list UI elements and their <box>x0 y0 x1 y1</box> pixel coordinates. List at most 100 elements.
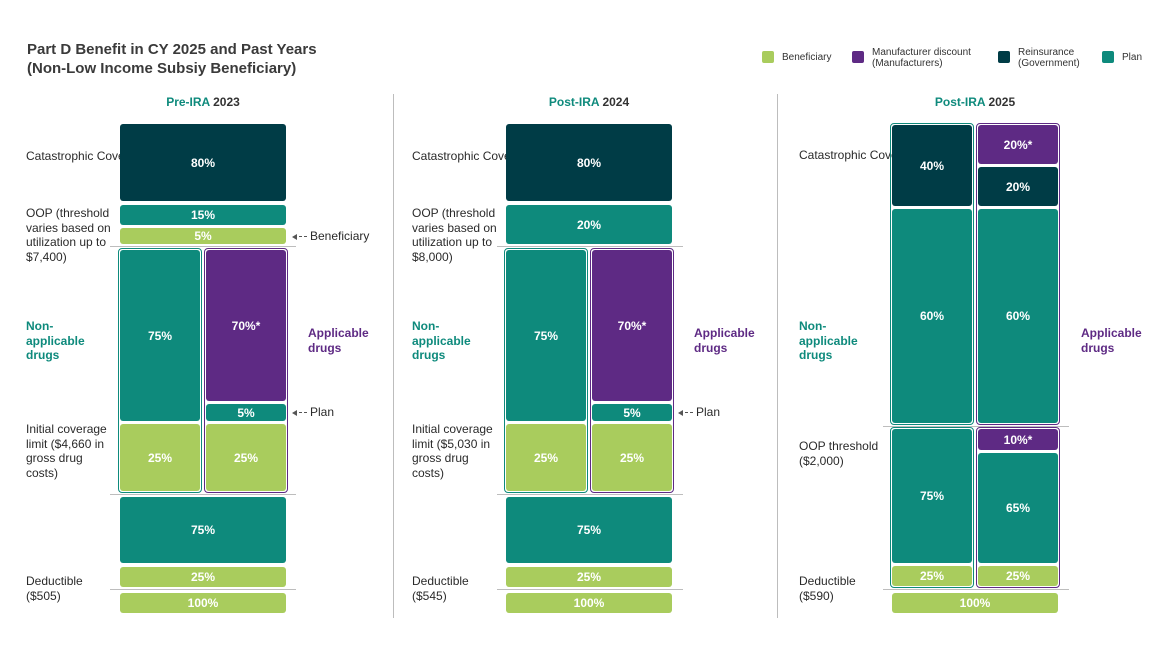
label-oop-2023: OOP (threshold varies based on utilizati… <box>26 206 111 264</box>
tier-rule <box>883 589 1069 590</box>
panel-title-year: 2023 <box>213 95 240 109</box>
bar-2025-nonapp-reinsurance-40: 40% <box>892 125 972 206</box>
label-initial-2024: Initial coverage limit ($5,030 in gross … <box>412 422 493 480</box>
legend-item-plan: Plan <box>1102 47 1142 63</box>
bar-2024-plan-20: 20% <box>506 205 672 244</box>
bar-2023-plan-75: 75% <box>120 497 286 563</box>
label-deductible-2023: Deductible ($505) <box>26 574 83 603</box>
tier-rule <box>497 246 683 247</box>
legend-swatch-beneficiary <box>762 51 774 63</box>
bar-2025-beneficiary-100: 100% <box>892 593 1058 613</box>
arrow-line <box>299 236 307 238</box>
annotation-beneficiary-text: Beneficiary <box>310 229 370 243</box>
legend-label-manufacturer-line1: Manufacturer discount <box>872 47 971 58</box>
bar-2023-beneficiary-5: 5% <box>120 228 286 244</box>
panel-title-prefix: Post-IRA <box>934 95 986 109</box>
legend-item-reinsurance: Reinsurance (Government) <box>998 47 1080 69</box>
arrow-line <box>685 412 693 414</box>
legend-label-manufacturer: Manufacturer discount (Manufacturers) <box>872 47 971 69</box>
annotation-beneficiary: Beneficiary <box>292 229 369 243</box>
legend-swatch-manufacturer <box>852 51 864 63</box>
bar-2025-app-plan-60: 60% <box>978 209 1058 423</box>
bar-2023-nonapp-beneficiary-25: 25% <box>120 424 200 491</box>
bar-2024-plan-75: 75% <box>506 497 672 563</box>
bar-2025-app-manufacturer-20: 20%* <box>978 125 1058 164</box>
label-catastrophic-2025: Catastrophic Coverage <box>799 148 922 162</box>
panel-title-2024: Post-IRA 2024 <box>489 95 689 109</box>
legend-item-manufacturer: Manufacturer discount (Manufacturers) <box>852 47 971 69</box>
arrow-left-icon <box>292 409 297 416</box>
annotation-plan-text: Plan <box>696 405 721 419</box>
bar-2023-reinsurance-80: 80% <box>120 124 286 201</box>
label-deductible-2025: Deductible ($590) <box>799 574 856 603</box>
bar-2024-app-beneficiary-25: 25% <box>592 424 672 491</box>
legend-label-plan: Plan <box>1122 52 1143 63</box>
label-oop-2024: OOP (threshold varies based on utilizati… <box>412 206 497 264</box>
bar-2025-app-reinsurance-20: 20% <box>978 167 1058 206</box>
tier-rule <box>110 589 296 590</box>
arrow-left-icon <box>678 409 683 416</box>
bar-2024-app-manufacturer-70: 70%* <box>592 250 672 401</box>
panel-divider <box>393 94 394 618</box>
label-initial-2023: Initial coverage limit ($4,660 in gross … <box>26 422 107 480</box>
bar-2023-app-beneficiary-25: 25% <box>206 424 286 491</box>
legend-label-reinsurance: Reinsurance (Government) <box>1018 47 1080 69</box>
tier-rule <box>497 494 683 495</box>
arrow-left-icon <box>292 233 297 240</box>
panel-title-year: 2024 <box>602 95 630 109</box>
legend-label-manufacturer-line2: (Manufacturers) <box>872 58 943 69</box>
bar-2025-nonapp-plan-75: 75% <box>892 429 972 563</box>
chart-title-line1: Part D Benefit in CY 2025 and Past Years <box>27 41 317 58</box>
bar-2024-nonapp-plan-75: 75% <box>506 250 586 421</box>
annotation-plan-2024: Plan <box>678 405 720 419</box>
panel-divider <box>777 94 778 618</box>
bar-2024-beneficiary-25: 25% <box>506 567 672 587</box>
legend-item-beneficiary: Beneficiary <box>762 47 831 63</box>
bar-2024-nonapp-beneficiary-25: 25% <box>506 424 586 491</box>
bar-2024-beneficiary-100: 100% <box>506 593 672 613</box>
panel-title-prefix: Post-IRA <box>548 95 600 109</box>
bar-2024-reinsurance-80: 80% <box>506 124 672 201</box>
bar-2024-app-plan-5: 5% <box>592 404 672 421</box>
chart-title: Part D Benefit in CY 2025 and Past Years… <box>27 40 317 78</box>
group-outline-nonapplicable <box>890 427 974 588</box>
legend-swatch-reinsurance <box>998 51 1010 63</box>
panel-title-prefix: Pre-IRA <box>166 95 210 109</box>
label-nonapplicable-2024: Non-applicable drugs <box>412 319 471 362</box>
bar-2023-beneficiary-100: 100% <box>120 593 286 613</box>
bar-2023-nonapp-plan-75: 75% <box>120 250 200 421</box>
chart-subtitle: (Non-Low Income Subsiy Beneficiary) <box>27 60 297 77</box>
bar-2023-app-manufacturer-70: 70%* <box>206 250 286 401</box>
bar-2023-plan-15: 15% <box>120 205 286 225</box>
bar-2025-app-manufacturer-10: 10%* <box>978 429 1058 450</box>
tier-rule <box>883 426 1069 427</box>
group-outline-applicable <box>204 248 288 493</box>
legend: Beneficiary Manufacturer discount (Manuf… <box>762 47 1162 77</box>
panel-title-year: 2025 <box>988 95 1016 109</box>
annotation-plan-2023: Plan <box>292 405 334 419</box>
bar-2025-nonapp-plan-60: 60% <box>892 209 972 423</box>
label-catastrophic-2023: Catastrophic Coverage <box>26 149 149 163</box>
bar-2023-app-plan-5: 5% <box>206 404 286 421</box>
tier-rule <box>110 494 296 495</box>
group-outline-nonapplicable <box>118 248 202 493</box>
tier-rule <box>110 246 296 247</box>
bar-2025-app-plan-65: 65% <box>978 453 1058 563</box>
group-outline-nonapplicable <box>504 248 588 493</box>
tier-rule <box>497 589 683 590</box>
group-outline-applicable <box>976 123 1060 425</box>
legend-label-beneficiary: Beneficiary <box>782 52 832 63</box>
group-outline-applicable <box>590 248 674 493</box>
panel-title-2025: Post-IRA 2025 <box>875 95 1075 109</box>
legend-label-reinsurance-line1: Reinsurance <box>1018 47 1075 58</box>
label-applicable-2025: Applicable drugs <box>1081 326 1142 355</box>
bar-2025-app-beneficiary-25: 25% <box>978 566 1058 586</box>
bar-2023-beneficiary-25: 25% <box>120 567 286 587</box>
group-outline-applicable <box>976 427 1060 588</box>
group-outline-nonapplicable <box>890 123 974 425</box>
legend-label-reinsurance-line2: (Government) <box>1018 58 1080 69</box>
label-nonapplicable-2023: Non-applicable drugs <box>26 319 85 362</box>
label-oop-2025: OOP threshold ($2,000) <box>799 439 879 468</box>
label-catastrophic-2024: Catastrophic Coverage <box>412 149 535 163</box>
label-nonapplicable-2025: Non-applicable drugs <box>799 319 858 362</box>
